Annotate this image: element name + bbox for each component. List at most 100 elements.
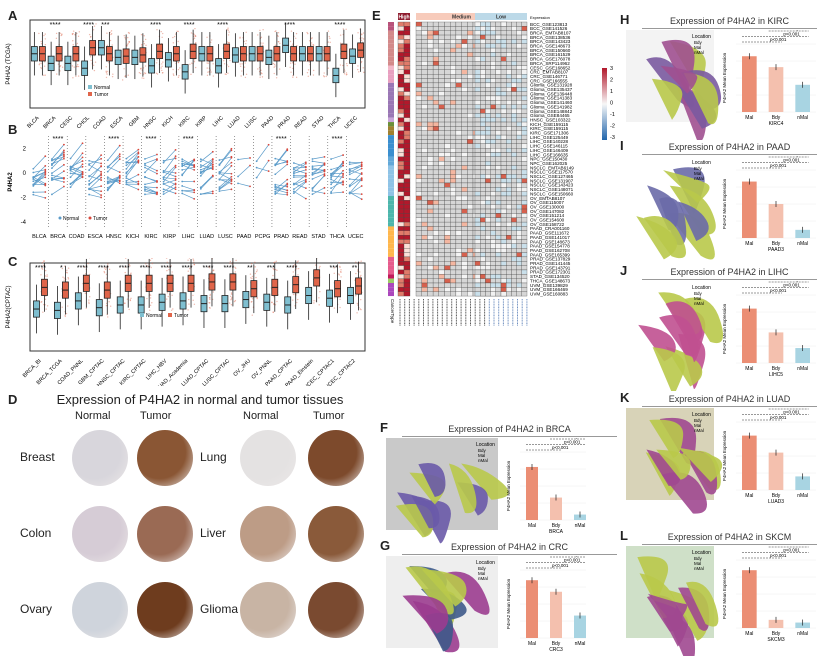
- heatmap-cell: [439, 79, 445, 83]
- heatmap-cell: [485, 266, 490, 270]
- heatmap-cell: [467, 292, 473, 296]
- heatmap-cell: [522, 283, 527, 287]
- heatmap-cell: [433, 253, 439, 257]
- heatmap-cell: [404, 126, 410, 130]
- heatmap-cell: [450, 287, 456, 291]
- y-axis-label: P4HA2 Mean Expression: [722, 178, 727, 229]
- normal-point: [330, 177, 332, 179]
- heatmap-cell: [450, 83, 456, 87]
- heatmap-cell: [427, 113, 433, 117]
- heatmap-cell: [501, 266, 506, 270]
- p-value-label: p<0.001: [770, 288, 787, 293]
- heatmap-cell: [511, 248, 516, 252]
- heatmap-cell: [445, 92, 451, 96]
- heatmap-cell: [506, 87, 511, 91]
- heatmap-cell: [398, 292, 404, 296]
- heatmap-cell: [416, 96, 422, 100]
- jitter-point: [188, 299, 189, 300]
- heatmap-cell: [475, 139, 480, 143]
- heatmap-cell: [475, 244, 480, 248]
- cancer-type-cell: [388, 148, 394, 152]
- p-value-label: p<0.001: [576, 438, 586, 439]
- heatmap-cell: [462, 153, 468, 157]
- heatmap-cell: [480, 248, 485, 252]
- heatmap-cell: [404, 287, 410, 291]
- heatmap-cell: [467, 222, 473, 226]
- jitter-point: [274, 65, 275, 66]
- jitter-point: [226, 74, 227, 75]
- normal-point: [181, 160, 183, 162]
- jitter-point: [311, 37, 312, 38]
- jitter-point: [110, 306, 111, 307]
- jitter-point: [130, 274, 131, 275]
- normal-point: [312, 167, 314, 169]
- jitter-point: [66, 272, 67, 273]
- normal-point: [237, 159, 239, 161]
- pair-line: [52, 187, 64, 195]
- tumor-point: [361, 178, 363, 180]
- x-axis-label: KIRC4: [769, 121, 784, 127]
- jitter-point: [344, 73, 345, 74]
- heatmap-cell: [485, 105, 490, 109]
- heatmap-cell: [517, 148, 522, 152]
- heatmap-cell: [511, 52, 516, 56]
- heatmap-cell: [450, 122, 456, 126]
- heatmap-cell: [517, 96, 522, 100]
- heatmap-cell: [398, 187, 404, 191]
- heatmap-cell: [480, 74, 485, 78]
- heatmap-cell: [496, 66, 501, 70]
- heatmap-cell: [485, 144, 490, 148]
- jitter-point: [171, 310, 172, 311]
- jitter-point: [255, 277, 256, 278]
- x-axis-label: SKCM3: [767, 637, 784, 643]
- heatmap-cell: [496, 287, 501, 291]
- heatmap-cell: [456, 218, 462, 222]
- normal-point: [144, 171, 146, 173]
- heatmap-cell: [427, 139, 433, 143]
- location-legend-item: nMal: [694, 566, 704, 571]
- jitter-point: [207, 67, 208, 68]
- heatmap-cell: [522, 105, 527, 109]
- heatmap-cell: [480, 200, 485, 204]
- heatmap-cell: [475, 192, 480, 196]
- jitter-point: [144, 35, 145, 36]
- heatmap-cell: [506, 74, 511, 78]
- heatmap-cell: [506, 192, 511, 196]
- heatmap-cell: [439, 161, 445, 165]
- y-axis-label: P4HA2 Mean Expression: [506, 460, 511, 511]
- tumor-point: [82, 163, 84, 165]
- heatmap-cell: [422, 113, 428, 117]
- significance-label: ****: [150, 22, 161, 29]
- heatmap-cell: [404, 109, 410, 113]
- jitter-point: [230, 299, 231, 300]
- heatmap-cell: [491, 109, 496, 113]
- heatmap-cell: [491, 57, 496, 61]
- heatmap-cell: [416, 144, 422, 148]
- heatmap-cell: [445, 248, 451, 252]
- heatmap-cell: [496, 248, 501, 252]
- heatmap-cell: [517, 157, 522, 161]
- jitter-point: [252, 276, 253, 277]
- heatmap-cell: [480, 157, 485, 161]
- p-value-label: p<0.001: [770, 415, 787, 420]
- heatmap-cell: [422, 92, 428, 96]
- normal-point: [107, 171, 109, 173]
- category-label: LUSC: [218, 234, 233, 240]
- color-legend-tick: 1: [610, 89, 613, 95]
- jitter-point: [141, 77, 142, 78]
- heatmap-cell: [404, 61, 410, 65]
- heatmap-cell: [422, 231, 428, 235]
- normal-point: [32, 168, 34, 170]
- heatmap-cell: [456, 105, 462, 109]
- heatmap-cell: [491, 231, 496, 235]
- heatmap-cell: [506, 248, 511, 252]
- heatmap-cell: [475, 87, 480, 91]
- heatmap-cell: [511, 83, 516, 87]
- heatmap-cell: [450, 109, 456, 113]
- jitter-point: [38, 33, 39, 34]
- normal-point: [88, 169, 90, 171]
- heatmap-cell: [480, 226, 485, 230]
- heatmap-cell: [496, 226, 501, 230]
- tumor-point: [82, 142, 84, 144]
- normal-point: [312, 174, 314, 176]
